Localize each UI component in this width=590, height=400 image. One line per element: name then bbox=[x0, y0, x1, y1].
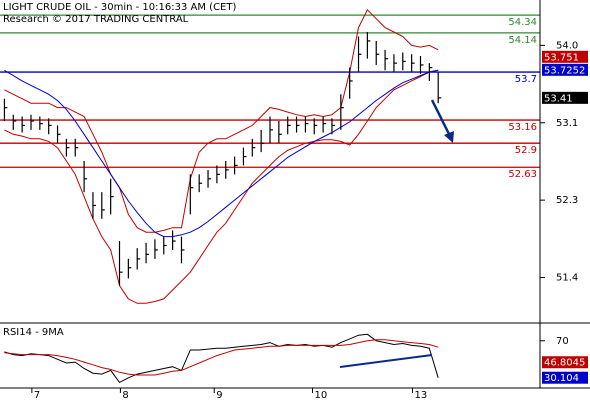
x-tick-label: 9 bbox=[216, 390, 222, 400]
value-box bbox=[542, 371, 588, 384]
x-tick-label: 10 bbox=[314, 390, 327, 400]
y-tick-label: 53.1 bbox=[556, 118, 578, 129]
level-label: 52.63 bbox=[508, 169, 537, 180]
series-line bbox=[4, 69, 439, 304]
x-tick-label: 8 bbox=[122, 390, 128, 400]
y-tick-label: 54.0 bbox=[556, 40, 578, 51]
x-tick-label: 7 bbox=[34, 390, 40, 400]
value-box bbox=[542, 50, 588, 63]
value-box bbox=[542, 356, 588, 369]
x-tick-label: 13 bbox=[415, 390, 428, 400]
series-line bbox=[4, 333, 439, 384]
forecast-arrow bbox=[430, 99, 451, 135]
series-line bbox=[4, 8, 439, 233]
level-label: 54.14 bbox=[508, 35, 537, 46]
forecast-arrow-head bbox=[444, 131, 454, 143]
y-tick-label: 51.4 bbox=[556, 273, 578, 284]
rsi-trendline bbox=[339, 354, 433, 368]
value-box-label: 46.8045 bbox=[544, 358, 585, 369]
value-box bbox=[542, 63, 588, 76]
y-tick-label: 70 bbox=[556, 336, 569, 347]
value-box-label: 53.7252 bbox=[544, 65, 585, 76]
level-label: 54.34 bbox=[508, 17, 537, 28]
value-box-label: 53.41 bbox=[544, 93, 573, 104]
series-line bbox=[4, 339, 439, 376]
y-tick-label: 52.3 bbox=[556, 195, 578, 206]
level-label: 53.16 bbox=[508, 122, 537, 133]
chart-title: LIGHT CRUDE OIL - 30min - 10:16:33 AM (C… bbox=[3, 2, 236, 13]
level-label: 52.9 bbox=[515, 145, 537, 156]
chart-subtitle: Research © 2017 TRADING CENTRAL bbox=[3, 14, 189, 25]
level-label: 53.7 bbox=[515, 74, 537, 85]
value-box-label: 30.104 bbox=[544, 373, 579, 384]
value-box bbox=[542, 91, 588, 104]
value-box-label: 53.751 bbox=[544, 52, 579, 63]
plot-area bbox=[0, 8, 540, 384]
rsi-title: RSI14 - 9MA bbox=[3, 327, 64, 338]
series-line bbox=[4, 69, 439, 238]
